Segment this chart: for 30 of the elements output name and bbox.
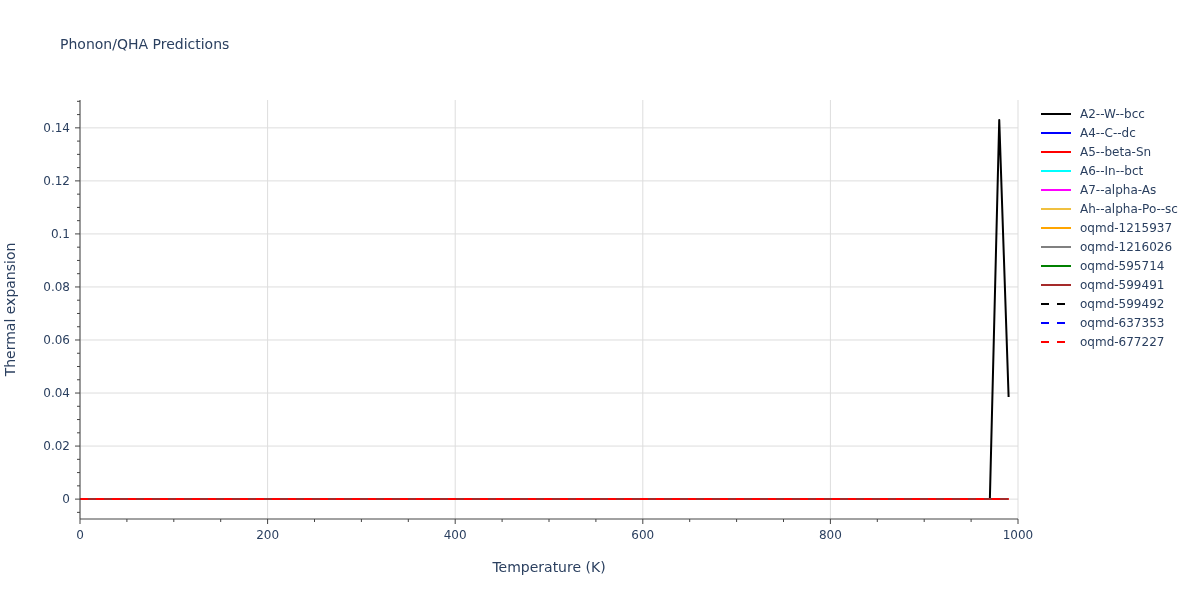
x-tick-label: 200	[256, 528, 280, 542]
x-tick-label: 600	[631, 528, 655, 542]
x-tick-label: 400	[443, 528, 467, 542]
chart-title: Phonon/QHA Predictions	[60, 36, 230, 52]
legend-label: Ah--alpha-Po--sc	[1080, 201, 1178, 216]
legend-label: oqmd-595714	[1080, 258, 1165, 273]
y-tick-label: 0.1	[50, 226, 70, 241]
y-tick-label: 0.08	[43, 279, 70, 294]
y-tick-label: 0.12	[43, 173, 70, 188]
y-axis-title: Thermal expansion	[1, 242, 18, 378]
x-axis-title: Temperature (K)	[491, 559, 606, 575]
legend-label: oqmd-1215937	[1080, 220, 1173, 235]
legend-label: A2--W--bcc	[1080, 106, 1145, 121]
x-tick-label: 1000	[1002, 528, 1034, 542]
legend-label: oqmd-677227	[1080, 334, 1165, 349]
y-tick-label: 0.06	[43, 333, 70, 347]
legend-label: A4--C--dc	[1080, 125, 1136, 140]
legend-label: oqmd-1216026	[1080, 239, 1173, 254]
y-tick-label: 0	[62, 492, 70, 507]
x-tick-label: 0	[76, 528, 84, 542]
y-tick-label: 0.04	[43, 386, 70, 401]
legend-label: A7--alpha-As	[1080, 182, 1157, 197]
legend-label: oqmd-599491	[1080, 277, 1165, 292]
y-tick-label: 0.14	[43, 120, 70, 135]
legend-label: oqmd-637353	[1080, 315, 1165, 330]
legend-label: oqmd-599492	[1080, 296, 1165, 311]
legend-label: A6--In--bct	[1080, 163, 1144, 178]
x-tick-label: 800	[818, 528, 842, 542]
y-tick-label: 0.02	[43, 439, 70, 454]
legend-label: A5--beta-Sn	[1080, 144, 1152, 159]
